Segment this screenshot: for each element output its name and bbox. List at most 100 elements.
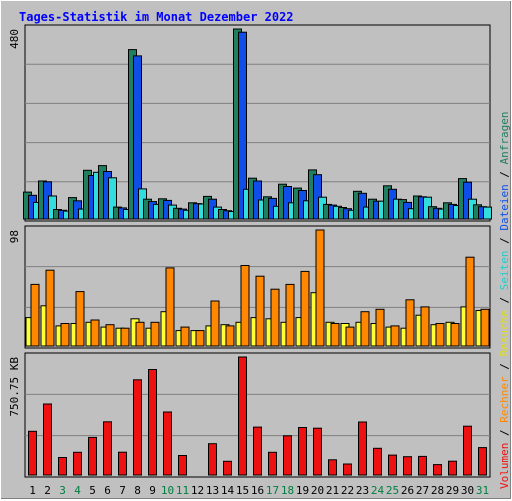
bar-volumen-day-10: [163, 411, 172, 476]
bar-volumen-day-28: [433, 464, 442, 476]
bar-volumen-day-21: [328, 459, 337, 476]
x-tick-label-day-28: 28: [431, 484, 444, 497]
y-max-label: 750.75 KB: [8, 357, 21, 417]
bar-seiten-day-19: [300, 270, 310, 347]
bar-volumen-day-6: [103, 421, 112, 476]
bar-seiten-day-2: [48, 195, 57, 220]
bar-seiten-day-17: [270, 288, 280, 347]
bar-seiten-day-21: [330, 323, 340, 347]
x-tick-label-day-4: 4: [74, 484, 81, 497]
bar-seiten-day-6: [108, 177, 117, 220]
x-tick-label-day-8: 8: [134, 484, 141, 497]
bar-seiten-day-13: [210, 300, 220, 347]
legend-entry: /: [498, 164, 511, 184]
legend-entry: /: [498, 357, 511, 377]
bar-seiten-day-25: [390, 325, 400, 347]
bar-volumen-day-17: [268, 451, 277, 476]
bar-seiten-day-22: [345, 326, 355, 347]
bar-volumen-day-31: [478, 447, 487, 476]
x-tick-label-day-5: 5: [89, 484, 96, 497]
legend-entry: /: [498, 290, 511, 310]
x-tick-label-day-30: 30: [461, 484, 474, 497]
series-legend-side-label: Volumen / Rechner / Besuche / Seiten / D…: [498, 111, 511, 489]
x-tick-label-day-21: 21: [326, 484, 339, 497]
x-tick-label-day-19: 19: [296, 484, 309, 497]
bar-volumen-day-23: [358, 421, 367, 476]
bar-seiten-day-29: [450, 323, 460, 347]
bar-seiten-day-2: [45, 269, 55, 347]
bar-volumen-day-24: [373, 447, 382, 476]
x-tick-label-day-24: 24: [371, 484, 385, 497]
x-tick-label-day-29: 29: [446, 484, 459, 497]
bar-seiten-day-20: [315, 229, 325, 347]
bar-volumen-day-30: [463, 425, 472, 476]
legend-entry: Anfragen: [498, 111, 511, 164]
chart-title: Tages-Statistik im Monat Dezember 2022: [19, 10, 294, 24]
x-tick-label-day-18: 18: [281, 484, 294, 497]
x-tick-label-day-3: 3: [59, 484, 66, 497]
bar-seiten-day-24: [375, 308, 385, 347]
bar-seiten-day-31: [480, 308, 490, 347]
bar-volumen-day-13: [208, 443, 217, 476]
bar-seiten-day-1: [30, 283, 40, 347]
bar-volumen-day-22: [343, 463, 352, 476]
legend-entry: Rechner: [498, 376, 511, 423]
bar-seiten-day-10: [165, 267, 175, 347]
bar-volumen-day-27: [418, 455, 427, 476]
bar-seiten-day-3: [60, 323, 70, 347]
x-tick-label-day-1: 1: [29, 484, 36, 497]
bar-seiten-day-11: [180, 326, 190, 347]
x-tick-label-day-9: 9: [149, 484, 156, 497]
legend-entry: Seiten: [498, 251, 511, 291]
bar-volumen-day-26: [403, 456, 412, 476]
bar-volumen-day-15: [238, 356, 247, 476]
bar-seiten-day-28: [435, 323, 445, 347]
x-tick-label-day-6: 6: [104, 484, 111, 497]
y-max-label: 480: [8, 29, 21, 49]
x-tick-label-day-22: 22: [341, 484, 354, 497]
legend-entry: Volumen: [498, 443, 511, 489]
bar-seiten-day-16: [255, 275, 265, 347]
bar-volumen-day-29: [448, 460, 457, 476]
x-tick-label-day-20: 20: [311, 484, 324, 497]
legend-entry: /: [498, 231, 511, 251]
bar-volumen-day-7: [118, 451, 127, 476]
y-max-label: 98: [8, 230, 21, 243]
bar-volumen-day-1: [28, 430, 37, 476]
bar-seiten-day-4: [75, 291, 85, 347]
x-tick-label-day-16: 16: [251, 484, 264, 497]
bar-seiten-day-26: [405, 299, 415, 347]
bar-volumen-day-16: [253, 426, 262, 476]
bar-seiten-day-15: [240, 265, 250, 347]
bar-volumen-day-5: [88, 436, 97, 476]
bar-seiten-day-27: [420, 306, 430, 347]
bar-volumen-day-8: [133, 379, 142, 476]
bar-volumen-day-4: [73, 451, 82, 476]
bar-volumen-day-20: [313, 427, 322, 476]
legend-entry: /: [498, 423, 511, 443]
x-tick-label-day-23: 23: [356, 484, 369, 497]
legend-entry: Besuche: [498, 310, 511, 356]
x-tick-label-day-11: 11: [176, 484, 189, 497]
bar-volumen-day-9: [148, 369, 157, 476]
bar-volumen-day-2: [43, 403, 52, 476]
bar-seiten-day-23: [360, 311, 370, 347]
bar-seiten-day-5: [90, 319, 100, 347]
bar-dateien-day-23: [358, 192, 367, 220]
bar-volumen-day-18: [283, 435, 292, 476]
bar-seiten-day-7: [120, 327, 130, 347]
bar-volumen-day-25: [388, 454, 397, 476]
x-tick-label-day-17: 17: [266, 484, 279, 497]
legend-entry: Dateien: [498, 184, 511, 230]
x-tick-label-day-13: 13: [206, 484, 219, 497]
bar-volumen-day-14: [223, 460, 232, 476]
bar-seiten-day-30: [465, 256, 475, 347]
x-tick-label-day-10: 10: [161, 484, 174, 497]
bar-volumen-day-19: [298, 427, 307, 476]
x-tick-label-day-15: 15: [236, 484, 249, 497]
x-tick-label-day-14: 14: [221, 484, 235, 497]
bar-seiten-day-8: [135, 321, 145, 347]
bar-seiten-day-14: [225, 325, 235, 347]
